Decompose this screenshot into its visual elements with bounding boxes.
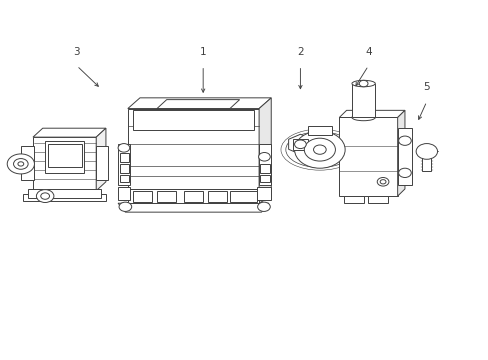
Polygon shape [344, 196, 363, 203]
Polygon shape [259, 98, 271, 203]
Polygon shape [157, 191, 176, 202]
Circle shape [294, 140, 305, 149]
Polygon shape [339, 111, 404, 117]
Polygon shape [339, 117, 397, 196]
Polygon shape [183, 191, 203, 202]
Text: 5: 5 [423, 82, 429, 93]
Circle shape [36, 190, 54, 203]
Polygon shape [397, 111, 404, 196]
Circle shape [313, 145, 325, 154]
Text: 4: 4 [365, 47, 371, 57]
Polygon shape [127, 189, 259, 203]
Polygon shape [96, 128, 106, 191]
Circle shape [294, 131, 345, 168]
Circle shape [415, 144, 437, 159]
Polygon shape [118, 144, 130, 185]
Polygon shape [260, 175, 269, 182]
Polygon shape [96, 146, 108, 180]
Text: 1: 1 [200, 47, 206, 57]
Ellipse shape [351, 80, 374, 87]
Polygon shape [351, 84, 374, 117]
Circle shape [258, 153, 270, 161]
Ellipse shape [351, 114, 374, 121]
Circle shape [7, 154, 34, 174]
Circle shape [14, 158, 28, 169]
Circle shape [304, 138, 335, 161]
Circle shape [119, 202, 131, 211]
Polygon shape [47, 144, 81, 167]
Circle shape [41, 193, 49, 199]
Polygon shape [256, 187, 271, 200]
Polygon shape [397, 128, 411, 185]
Polygon shape [45, 141, 84, 173]
Polygon shape [28, 189, 101, 198]
Polygon shape [132, 111, 254, 130]
Polygon shape [33, 137, 96, 191]
Polygon shape [118, 203, 268, 212]
Circle shape [18, 162, 24, 166]
Polygon shape [132, 191, 152, 202]
Polygon shape [368, 196, 387, 203]
Text: 2: 2 [297, 47, 303, 57]
Polygon shape [207, 191, 227, 202]
Polygon shape [307, 126, 331, 135]
Polygon shape [23, 194, 106, 202]
Polygon shape [259, 144, 271, 185]
Circle shape [359, 80, 367, 87]
Polygon shape [292, 139, 307, 150]
Polygon shape [21, 146, 34, 180]
Circle shape [118, 144, 129, 152]
Circle shape [379, 180, 385, 184]
Polygon shape [118, 187, 130, 200]
Text: 3: 3 [73, 47, 80, 57]
Polygon shape [119, 164, 128, 173]
Circle shape [398, 136, 410, 145]
Polygon shape [260, 164, 269, 173]
Polygon shape [288, 134, 311, 154]
Polygon shape [33, 128, 106, 137]
Circle shape [376, 177, 388, 186]
Polygon shape [229, 191, 256, 202]
Circle shape [257, 202, 270, 211]
Polygon shape [422, 152, 430, 171]
Circle shape [398, 168, 410, 177]
Polygon shape [119, 153, 128, 162]
Polygon shape [119, 175, 128, 182]
Polygon shape [127, 109, 259, 189]
Polygon shape [127, 98, 271, 109]
Polygon shape [157, 100, 239, 109]
